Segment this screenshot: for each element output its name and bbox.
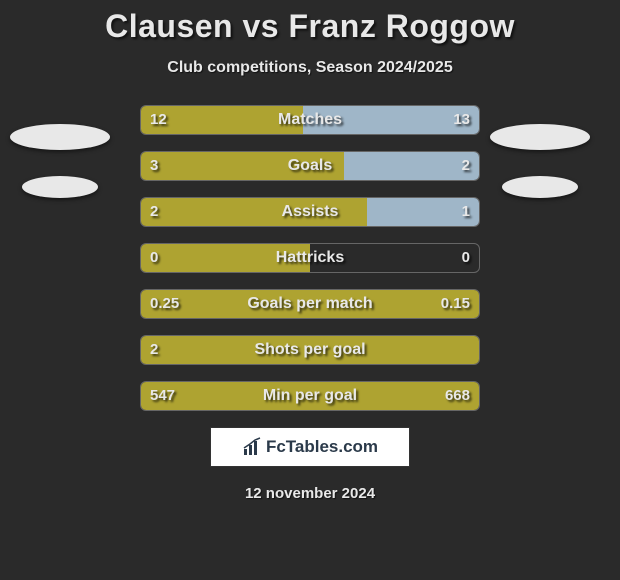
stat-label: Min per goal — [140, 381, 480, 411]
stat-label: Matches — [140, 105, 480, 135]
chart-icon — [242, 437, 262, 457]
player-ellipse — [502, 176, 578, 198]
player-ellipse — [10, 124, 110, 150]
subtitle: Club competitions, Season 2024/2025 — [0, 59, 620, 77]
stat-row: 21Assists — [0, 197, 620, 227]
player-ellipse — [490, 124, 590, 150]
stat-row: 547668Min per goal — [0, 381, 620, 411]
stat-label: Goals — [140, 151, 480, 181]
date-text: 12 november 2024 — [0, 485, 620, 502]
stat-label: Goals per match — [140, 289, 480, 319]
stat-row: 2Shots per goal — [0, 335, 620, 365]
player-ellipse — [22, 176, 98, 198]
logo-text: FcTables.com — [266, 437, 378, 457]
stat-label: Hattricks — [140, 243, 480, 273]
stat-label: Shots per goal — [140, 335, 480, 365]
stat-row: 0.250.15Goals per match — [0, 289, 620, 319]
logo-box: FcTables.com — [210, 427, 410, 467]
stat-row: 00Hattricks — [0, 243, 620, 273]
stat-chart: 1213Matches32Goals21Assists00Hattricks0.… — [0, 105, 620, 411]
stat-label: Assists — [140, 197, 480, 227]
page-title: Clausen vs Franz Roggow — [0, 0, 620, 45]
